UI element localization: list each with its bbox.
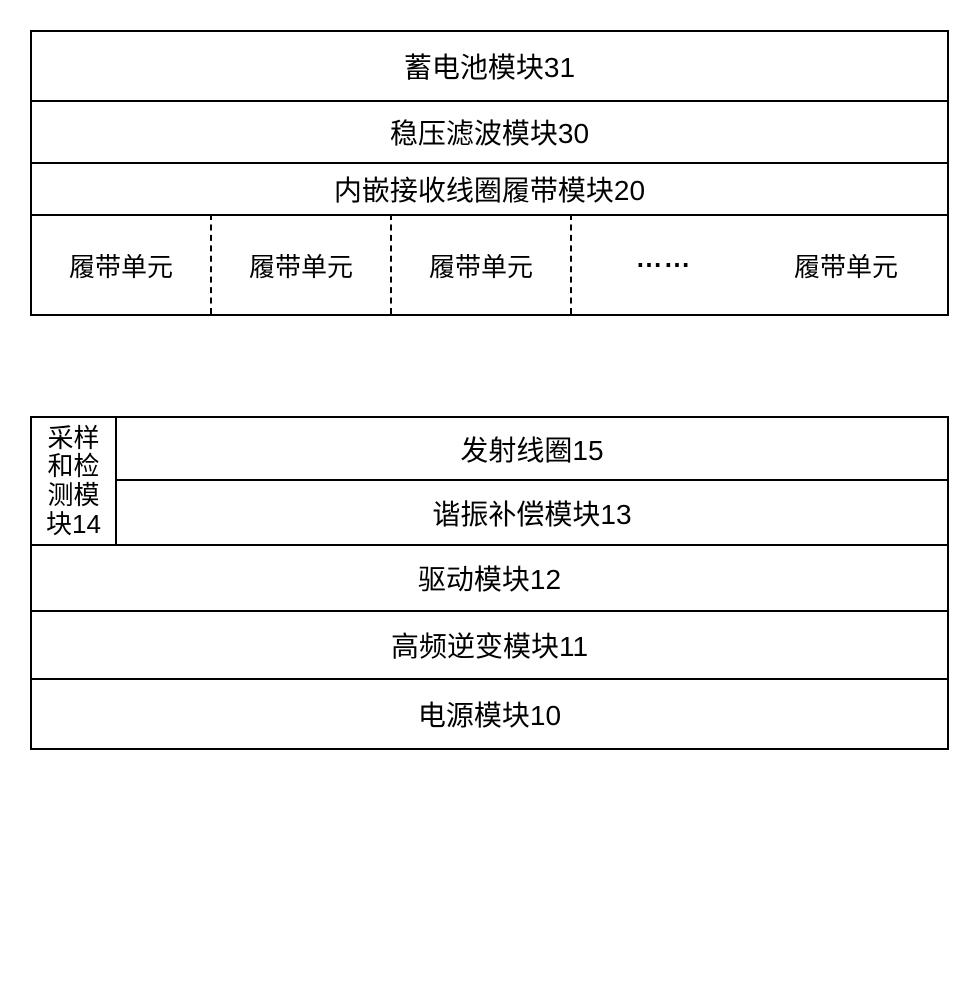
bottom-block: 采样和检测模块14 发射线圈15 谐振补偿模块13 驱动模块12 高频逆变模块1… [30,416,949,750]
track-unit: 履带单元 [756,214,936,314]
module20-header: 内嵌接收线圈履带模块20 [32,164,947,214]
two-column-section: 采样和检测模块14 发射线圈15 谐振补偿模块13 [32,418,947,546]
right-column: 发射线圈15 谐振补偿模块13 [117,418,947,544]
battery-module-row: 蓄电池模块31 [32,32,947,102]
sampling-detection-module: 采样和检测模块14 [32,418,117,544]
track-unit: 履带单元 [212,214,392,314]
track-units-row: 履带单元 履带单元 履带单元 ⋯⋯ 履带单元 [32,214,947,314]
ellipsis: ⋯⋯ [572,214,756,314]
track-unit: 履带单元 [32,214,212,314]
hf-inverter-module-row: 高频逆变模块11 [32,612,947,680]
embedded-coil-track-module: 内嵌接收线圈履带模块20 履带单元 履带单元 履带单元 ⋯⋯ 履带单元 [32,164,947,314]
resonance-compensation-row: 谐振补偿模块13 [117,481,947,544]
power-module-row: 电源模块10 [32,680,947,748]
top-block: 蓄电池模块31 稳压滤波模块30 内嵌接收线圈履带模块20 履带单元 履带单元 … [30,30,949,316]
drive-module-row: 驱动模块12 [32,546,947,612]
track-unit: 履带单元 [392,214,572,314]
transmit-coil-row: 发射线圈15 [117,418,947,481]
voltage-filter-module-row: 稳压滤波模块30 [32,102,947,164]
